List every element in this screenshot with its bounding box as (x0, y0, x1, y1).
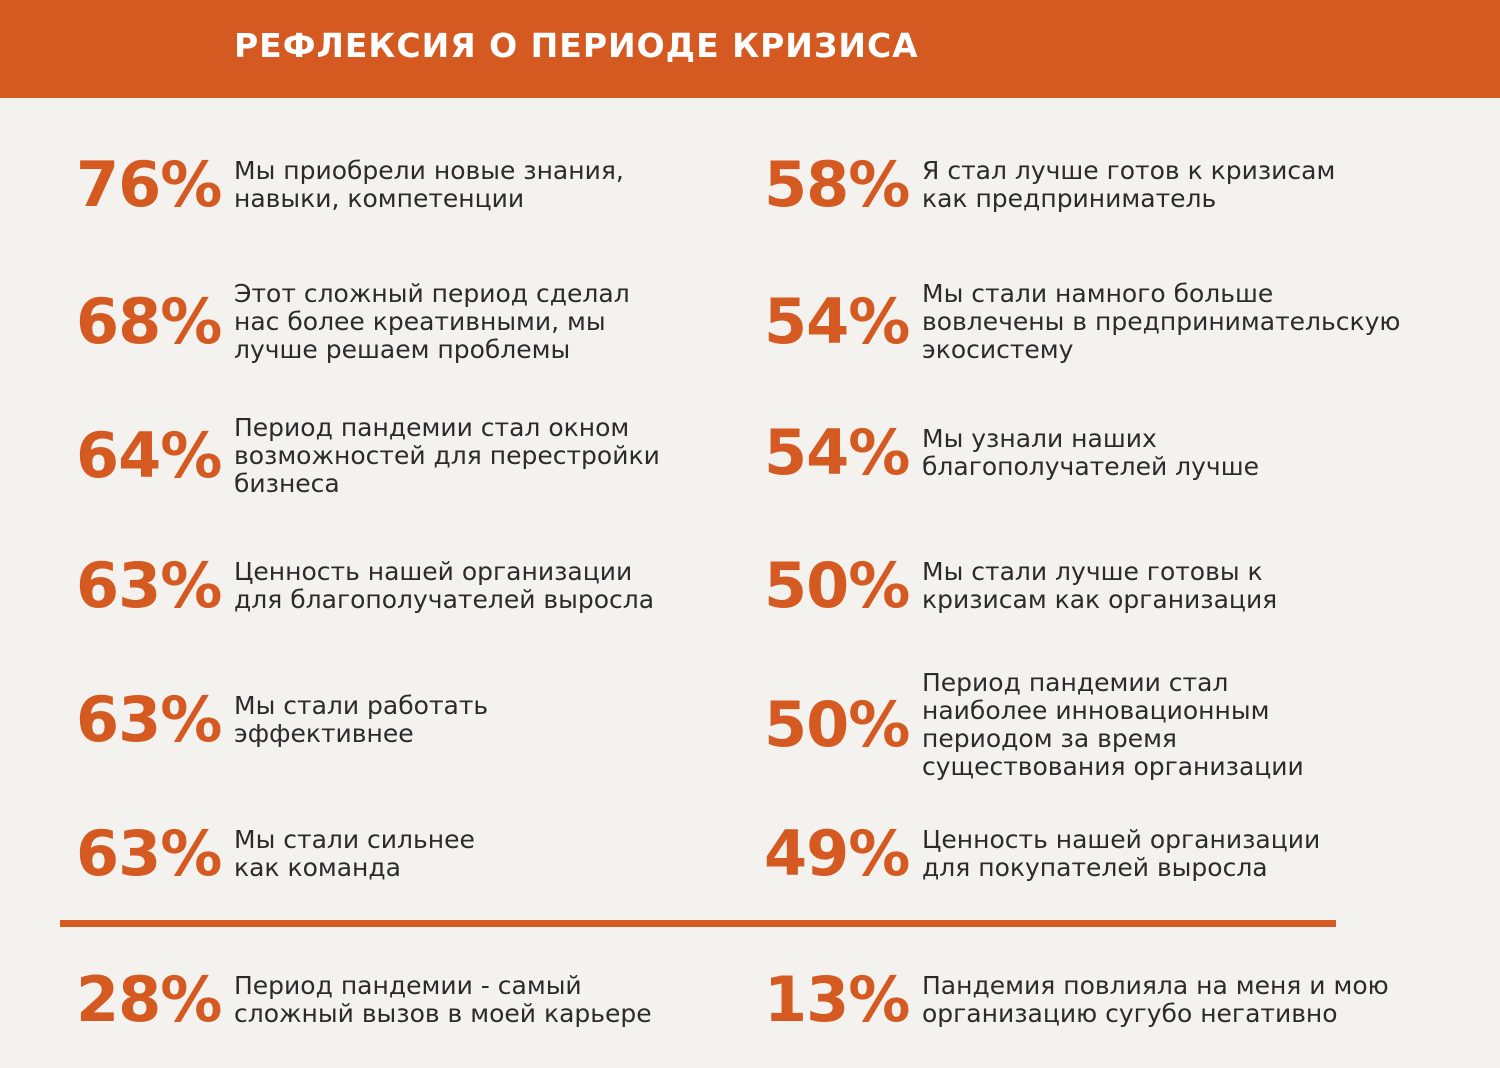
stat-description: Мы стали работать эффективнее (234, 691, 489, 748)
stat-description: Период пандемии - самый сложный вызов в … (234, 971, 652, 1028)
stat-item: 64% Период пандемии стал окном возможнос… (76, 406, 660, 506)
stat-percent: 54% (764, 285, 910, 358)
stat-item: 28% Период пандемии - самый сложный вызо… (76, 950, 652, 1050)
stat-percent: 76% (76, 148, 222, 221)
stat-percent: 54% (764, 416, 910, 489)
stat-description: Мы приобрели новые знания, навыки, компе… (234, 156, 624, 213)
stat-percent: 50% (764, 688, 910, 761)
stat-description: Мы узнали наших благополучателей лучше (922, 424, 1259, 481)
stat-item: 49% Ценность нашей организации для покуп… (764, 804, 1320, 904)
stat-description: Этот сложный период сделал нас более кре… (234, 279, 630, 364)
stat-item: 63% Мы стали сильнее как команда (76, 804, 475, 904)
stat-description: Мы стали намного больше вовлечены в пред… (922, 279, 1401, 364)
stat-percent: 68% (76, 285, 222, 358)
stat-description: Ценность нашей организации для покупател… (922, 825, 1321, 882)
header-banner: РЕФЛЕКСИЯ О ПЕРИОДЕ КРИЗИСА (0, 0, 1500, 98)
stat-item: 76% Мы приобрели новые знания, навыки, к… (76, 135, 624, 235)
stat-percent: 49% (764, 817, 910, 890)
stat-description: Пандемия повлияла на меня и мою организа… (922, 971, 1389, 1028)
stat-description: Мы стали лучше готовы к кризисам как орг… (922, 557, 1278, 614)
stat-percent: 50% (764, 549, 910, 622)
stat-percent: 64% (76, 419, 222, 492)
stat-description: Период пандемии стал окном возможностей … (234, 413, 660, 498)
stat-percent: 28% (76, 963, 222, 1036)
stat-item: 50% Мы стали лучше готовы к кризисам как… (764, 536, 1277, 636)
page-title: РЕФЛЕКСИЯ О ПЕРИОДЕ КРИЗИСА (234, 26, 919, 65)
stat-item: 54% Мы узнали наших благополучателей луч… (764, 403, 1259, 503)
stat-item: 63% Мы стали работать эффективнее (76, 670, 488, 770)
divider-line (60, 920, 1336, 927)
stat-description: Период пандемии стал наиболее инновацион… (922, 668, 1304, 781)
stat-item: 58% Я стал лучше готов к кризисам как пр… (764, 135, 1335, 235)
stat-percent: 58% (764, 148, 910, 221)
stat-item: 54% Мы стали намного больше вовлечены в … (764, 272, 1400, 372)
stat-percent: 63% (76, 683, 222, 756)
stat-description: Я стал лучше готов к кризисам как предпр… (922, 156, 1336, 213)
stat-percent: 63% (76, 817, 222, 890)
stat-item: 68% Этот сложный период сделал нас более… (76, 272, 630, 372)
stat-item: 63% Ценность нашей организации для благо… (76, 536, 654, 636)
stat-item: 13% Пандемия повлияла на меня и мою орга… (764, 950, 1389, 1050)
stat-description: Мы стали сильнее как команда (234, 825, 475, 882)
stat-percent: 63% (76, 549, 222, 622)
stat-item: 50% Период пандемии стал наиболее иннова… (764, 669, 1304, 781)
stat-percent: 13% (764, 963, 910, 1036)
stat-description: Ценность нашей организации для благополу… (234, 557, 655, 614)
